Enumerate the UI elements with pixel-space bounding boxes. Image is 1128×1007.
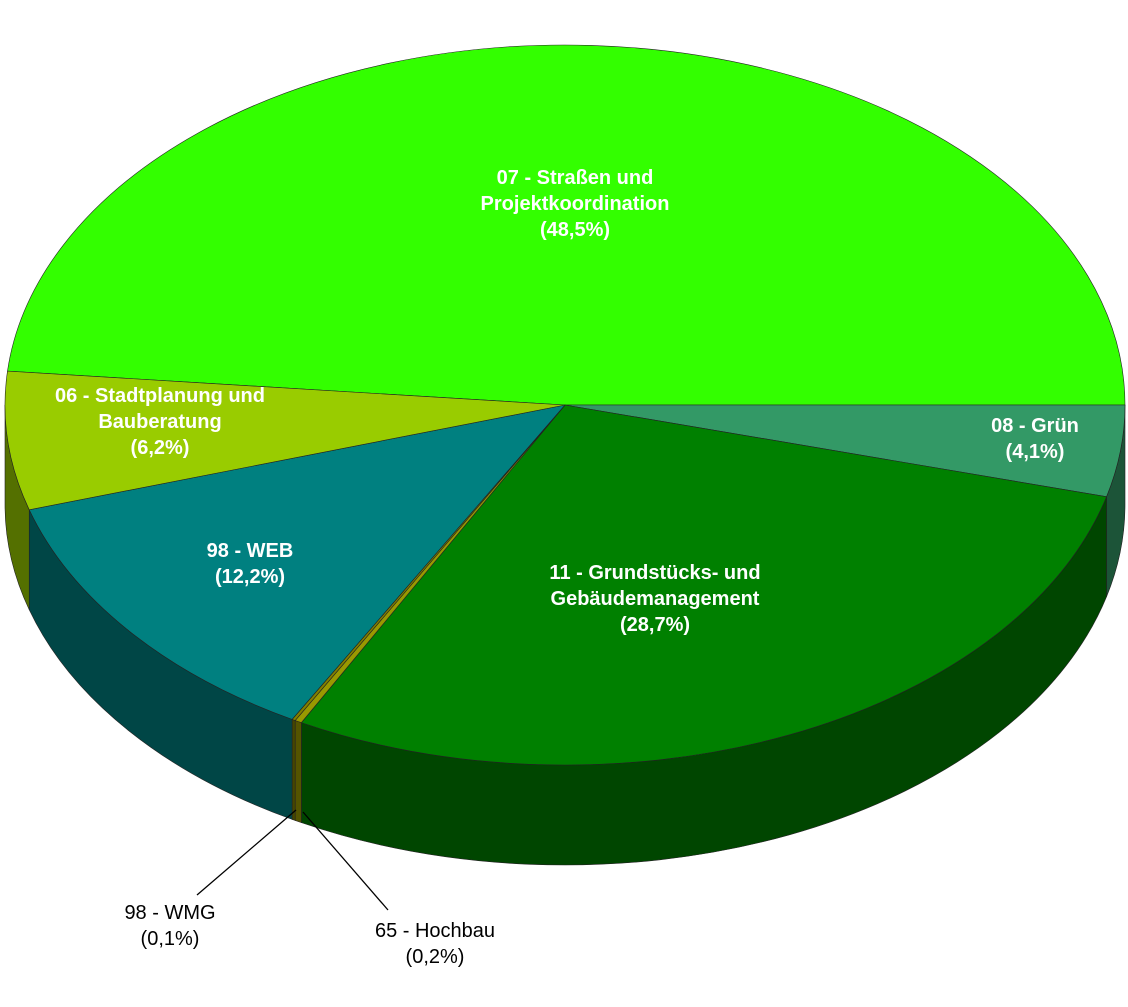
slice-label: 11 - Grundstücks- und Gebäudemanagement (… [540, 560, 770, 638]
slice-value: (12,2%) [214, 566, 286, 588]
slice-value: (4,1%) [1005, 441, 1065, 463]
leader-line [302, 811, 389, 911]
slice-name: 98 - WEB [206, 540, 294, 562]
slice-label: 65 - Hochbau (0,2%) [325, 918, 545, 970]
slice-name: 11 - Grundstücks- und Gebäudemanagement [549, 562, 761, 610]
pie-side [294, 720, 302, 824]
slice-name: 06 - Stadtplanung und Bauberatung [55, 385, 265, 433]
slice-label: 07 - Straßen und Projektkoordination (48,… [425, 165, 725, 243]
pie-slice [4, 370, 566, 511]
slice-name: 98 - WMG [124, 902, 216, 924]
slice-value: (28,7%) [619, 614, 691, 636]
slice-label: 06 - Stadtplanung und Bauberatung (6,2%) [0, 383, 325, 461]
slice-value: (0,1%) [140, 928, 200, 950]
slice-label: 98 - WEB (12,2%) [170, 538, 330, 590]
slice-name: 65 - Hochbau [374, 920, 496, 942]
slice-label: 98 - WMG (0,1%) [80, 900, 260, 952]
slice-name: 08 - Grün [991, 415, 1079, 437]
leader-line [196, 809, 297, 896]
slice-name: 07 - Straßen und Projektkoordination [480, 167, 670, 215]
pie-slice [7, 44, 1126, 406]
pie-side [291, 718, 296, 821]
slice-value: (0,2%) [405, 946, 465, 968]
slice-label: 08 - Grün (4,1%) [970, 413, 1100, 465]
pie-slice [300, 404, 1107, 766]
slice-value: (48,5%) [539, 219, 611, 241]
slice-value: (6,2%) [130, 437, 190, 459]
